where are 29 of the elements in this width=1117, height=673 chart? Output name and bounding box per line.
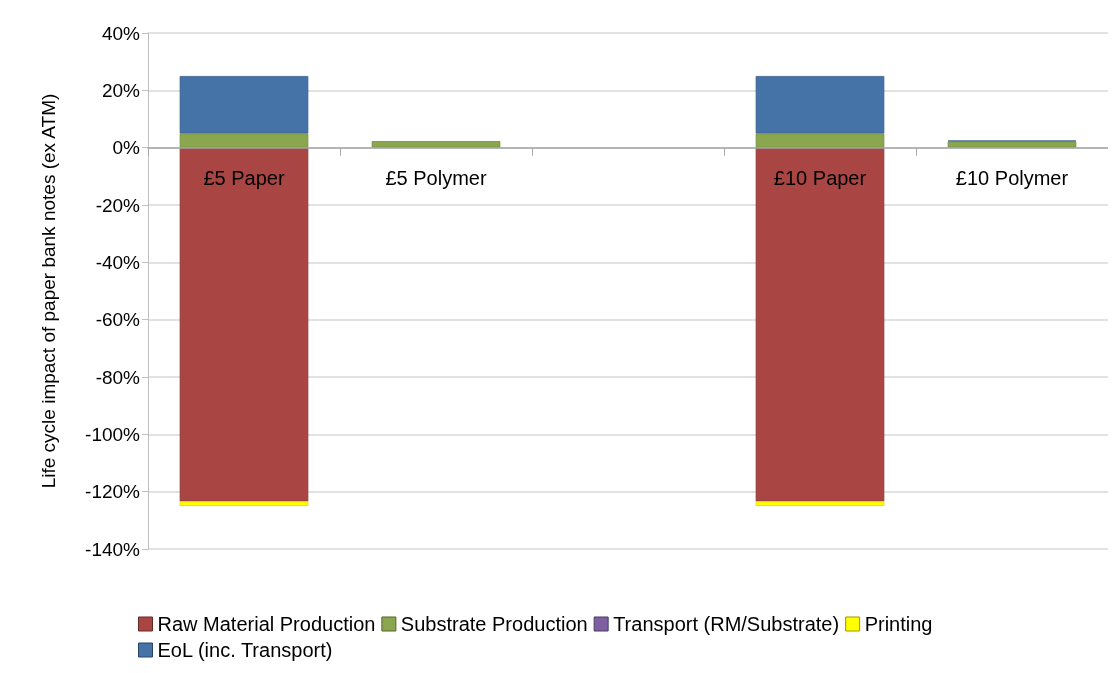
y-tick-label: -100% [85, 423, 141, 445]
bar [755, 133, 885, 148]
y-tick-label: -140% [85, 538, 141, 560]
bar [755, 147, 885, 502]
bar [179, 501, 309, 506]
x-tick-label: £5 Polymer [385, 166, 487, 189]
x-tick-label: £10 Polymer [955, 166, 1069, 189]
x-tick-label: £5 Paper [203, 166, 285, 189]
y-tick-label: 40% [101, 22, 141, 44]
legend-label: Substrate Production [400, 613, 588, 635]
y-tick-label: 20% [101, 79, 141, 101]
y-tick-label: 0% [112, 137, 141, 159]
bar [371, 141, 501, 148]
bar [755, 501, 885, 506]
legend-label: Raw Material Production [157, 613, 376, 635]
bar [179, 147, 309, 502]
y-tick-label: -60% [95, 309, 141, 331]
y-tick-label: -40% [95, 251, 141, 273]
bar [179, 133, 309, 148]
legend-label: Printing [864, 613, 933, 635]
bar [179, 76, 309, 134]
legend-label: EoL (inc. Transport) [157, 639, 333, 661]
y-axis-title: Life cycle impact of paper bank notes (ex ATM) [38, 93, 59, 489]
legend-label: Transport (RM/Substrate) [613, 613, 840, 635]
bar [755, 76, 885, 134]
x-tick-label: £10 Paper [773, 166, 867, 189]
y-tick-label: -80% [95, 366, 141, 388]
y-tick-label: -20% [95, 194, 141, 216]
y-tick-label: -120% [85, 481, 141, 503]
